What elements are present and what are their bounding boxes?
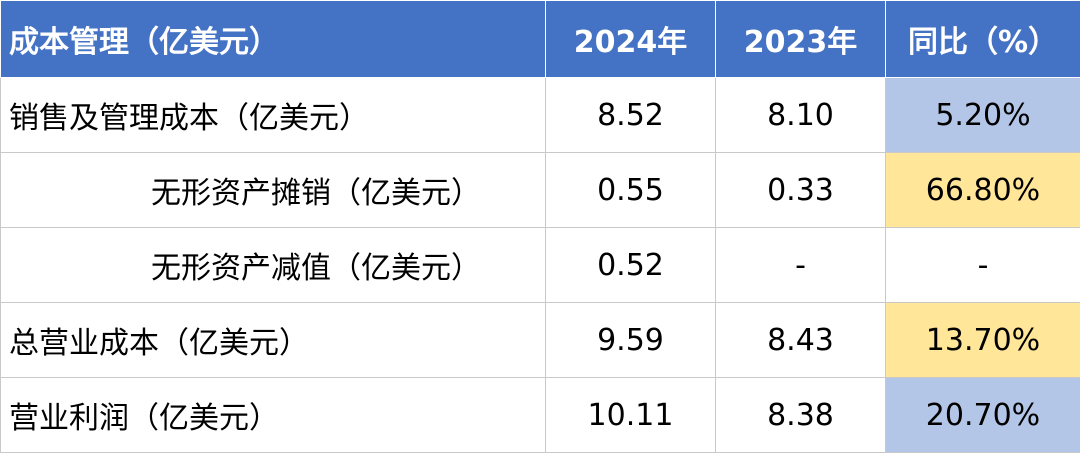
cell: 10.11 [545, 377, 716, 453]
cell: 成本管理（亿美元） [0, 0, 546, 78]
cell: - [715, 227, 886, 303]
cell: 8.10 [715, 77, 886, 153]
row: 总营业成本（亿美元） 9.59 8.43 13.70% [0, 302, 1080, 378]
cell: 销售及管理成本（亿美元） [0, 77, 546, 153]
cell: 66.80% [885, 152, 1080, 228]
row: 无形资产摊销（亿美元） 0.55 0.33 66.80% [0, 152, 1080, 228]
cell: 0.52 [545, 227, 716, 303]
row: 营业利润（亿美元） 10.11 8.38 20.70% [0, 377, 1080, 453]
cell: 5.20% [885, 77, 1080, 153]
row: 销售及管理成本（亿美元） 8.52 8.10 5.20% [0, 77, 1080, 153]
cell: 总营业成本（亿美元） [0, 302, 546, 378]
cell: 2024年 [545, 0, 716, 78]
row: 无形资产减值（亿美元） 0.52- - [0, 227, 1080, 303]
cell: 2023年 [715, 0, 886, 78]
cell: - [885, 227, 1080, 303]
cell: 营业利润（亿美元） [0, 377, 546, 453]
cell: 0.33 [715, 152, 886, 228]
table-body: 销售及管理成本（亿美元） 8.52 8.10 5.20% 无形资产摊销（亿美元） 0.55… [0, 77, 1080, 453]
cell: 20.70% [885, 377, 1080, 453]
cell: 9.59 [545, 302, 716, 378]
cell: 8.38 [715, 377, 886, 453]
header-row: 成本管理（亿美元） 2024年 2023年 同比（%） [0, 0, 1080, 78]
cell: 8.43 [715, 302, 886, 378]
cell: 8.52 [545, 77, 716, 153]
cell: 13.70% [885, 302, 1080, 378]
cell: 0.55 [545, 152, 716, 228]
cell: 无形资产摊销（亿美元） [0, 152, 546, 228]
cell: 无形资产减值（亿美元） [0, 227, 546, 303]
cell: 同比（%） [885, 0, 1080, 78]
